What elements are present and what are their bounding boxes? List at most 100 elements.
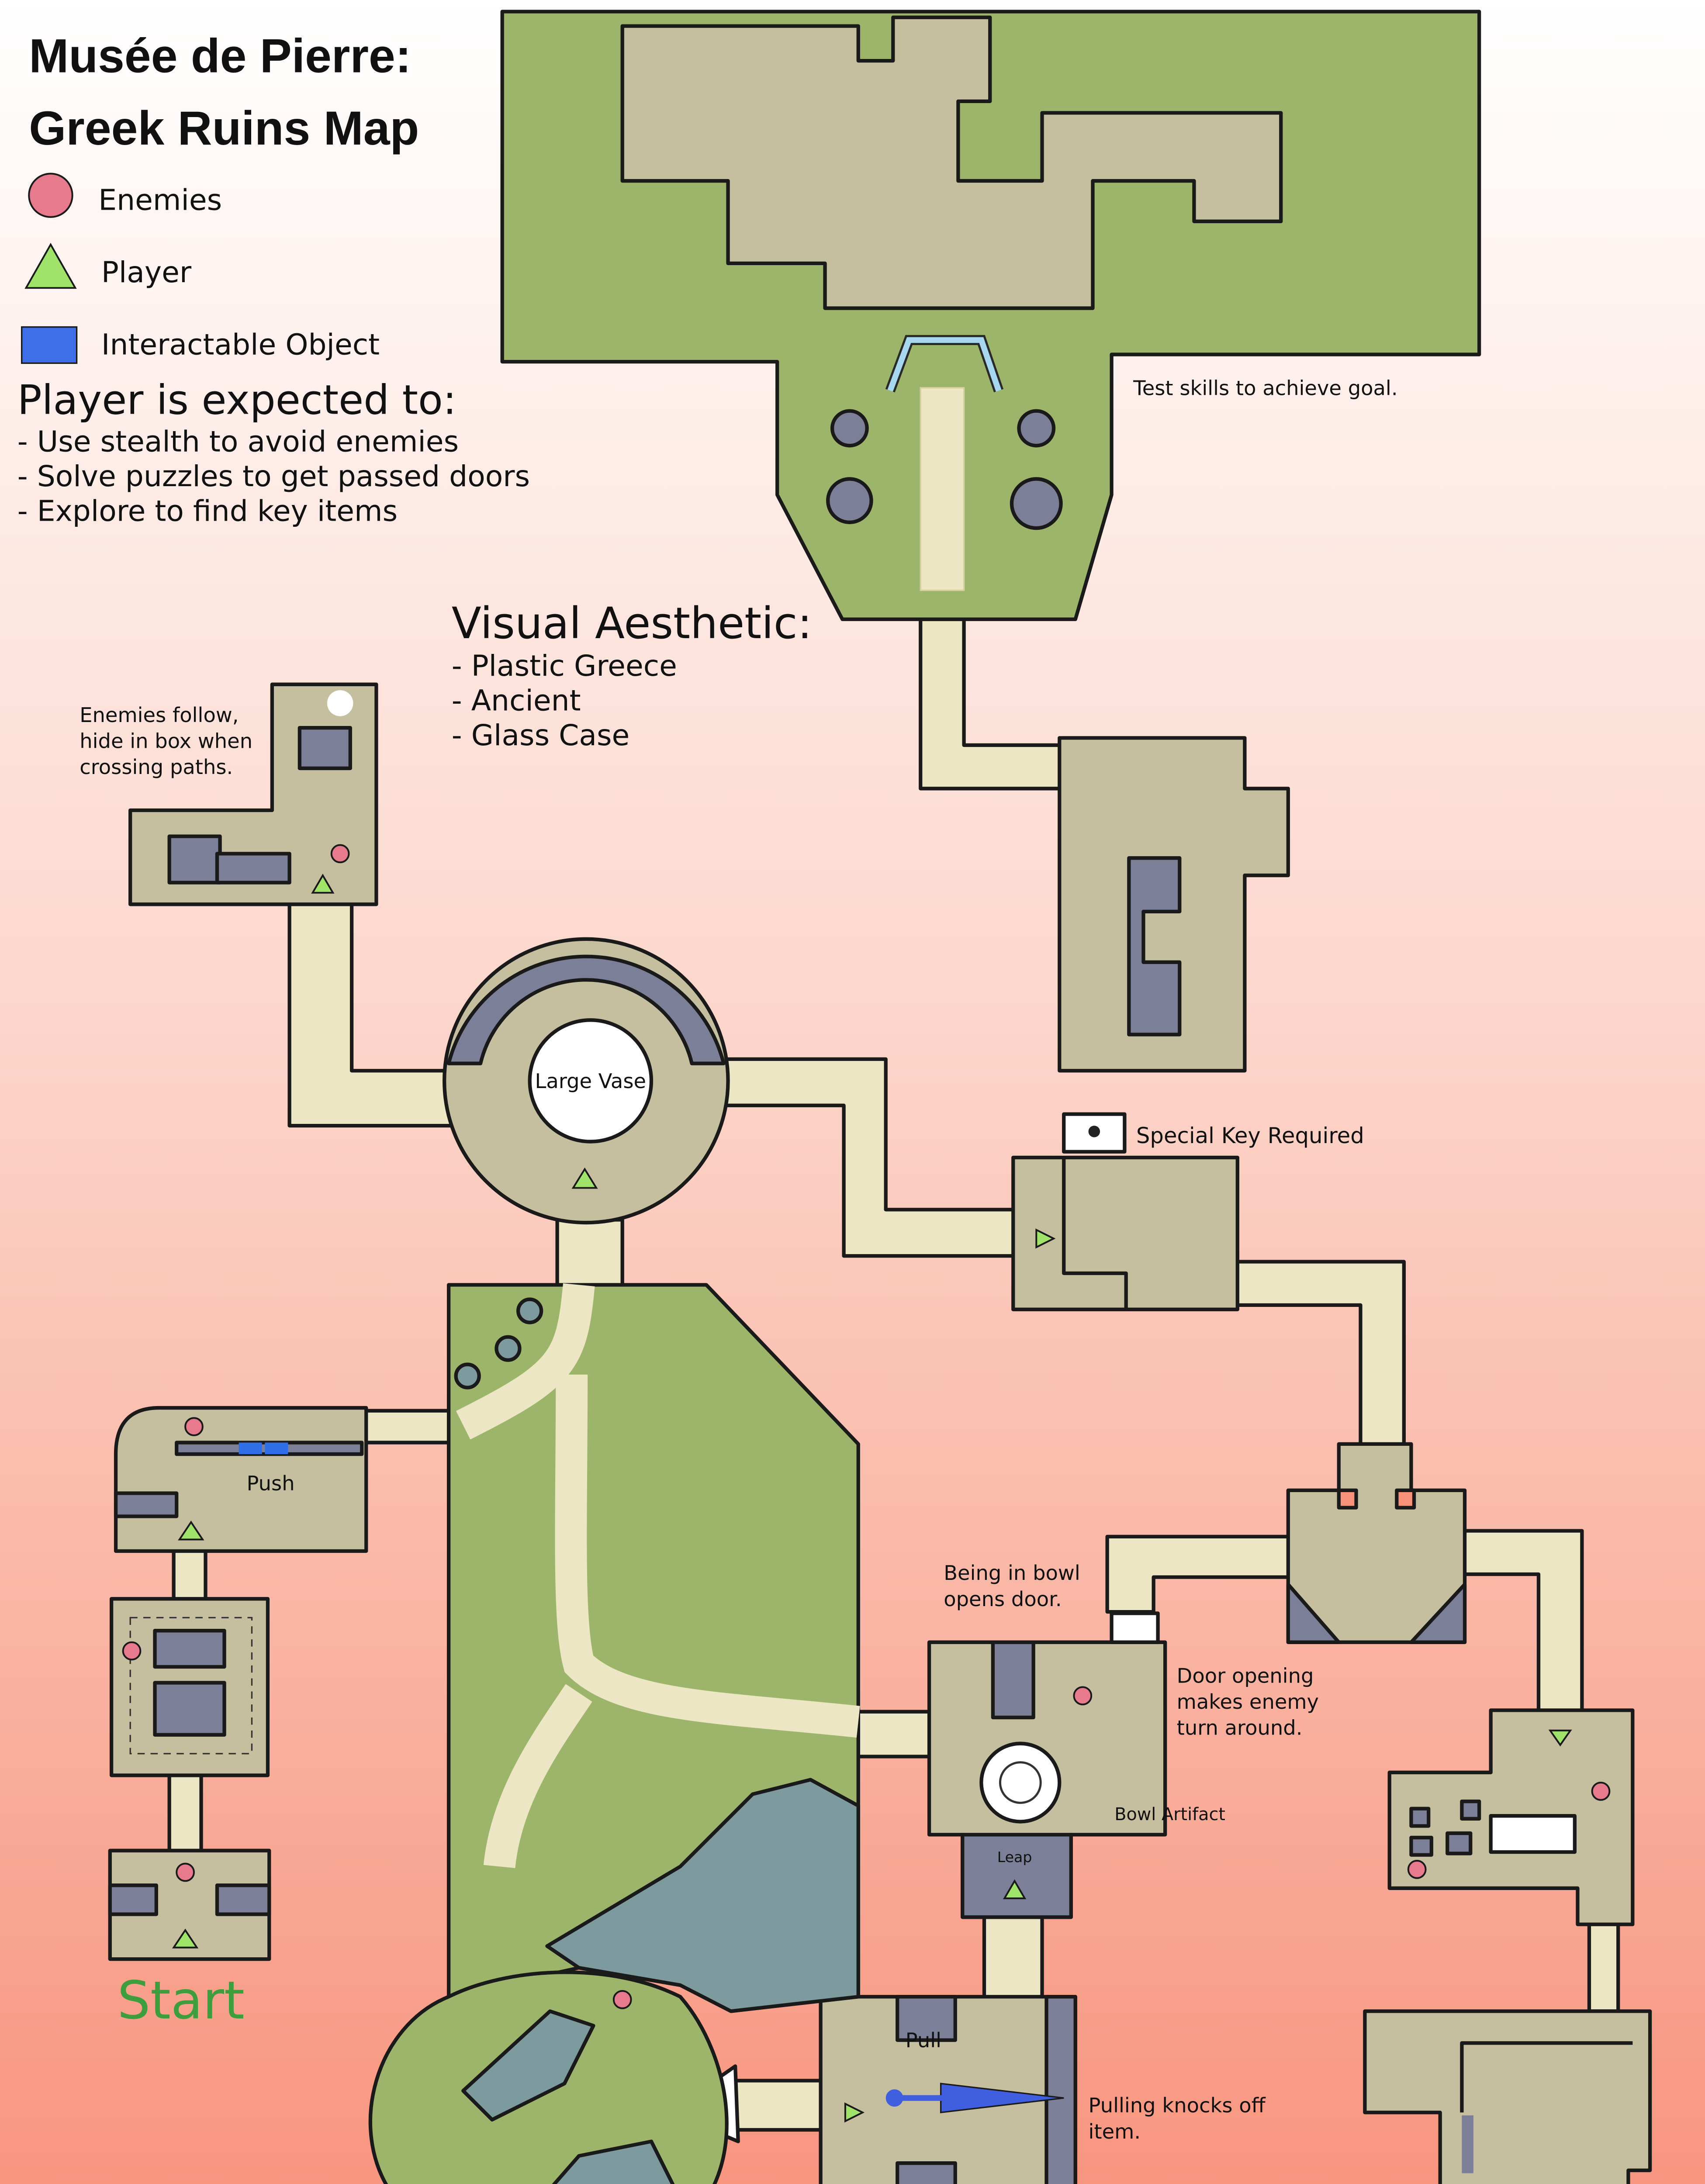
corridors-part: [856, 1710, 933, 1759]
rooms-part: [896, 2161, 957, 2184]
rooms-part: [167, 834, 222, 885]
corridors-part: [555, 1218, 624, 1290]
rooms-part: [1409, 1835, 1433, 1857]
garden: [368, 1283, 860, 2184]
garden-part: [545, 1778, 860, 2013]
rooms-part: [571, 1167, 598, 1189]
labels: Musée de Pierre: Greek Ruins Map Enemies…: [17, 30, 1398, 2143]
corridors-part: [363, 1409, 453, 1444]
rooms-part: [122, 1641, 142, 1661]
rooms-part: [108, 1883, 158, 1916]
rooms-part: [1363, 2009, 1652, 2184]
rooms-part: [1591, 1782, 1611, 1801]
rooms-part: [1489, 1814, 1577, 1854]
rooms-part: [1409, 1807, 1431, 1828]
rooms-part: [153, 1629, 226, 1669]
label: Push: [247, 1472, 295, 1495]
label: Test skills to achieve goal.: [1133, 376, 1397, 400]
garden-part: [552, 2139, 675, 2184]
goal-area-part: [887, 337, 1002, 392]
label: crossing paths.: [80, 755, 233, 779]
label: Being in bowl: [944, 1561, 1080, 1585]
goal-area-part: [1017, 409, 1056, 448]
rooms-part: [528, 1018, 654, 1144]
label: item.: [1089, 2120, 1141, 2143]
rooms-part: [1062, 1158, 1128, 1310]
corridors-part: [172, 1546, 208, 1604]
rooms-part: [979, 1742, 1062, 1824]
goal-area-part: [1010, 477, 1063, 530]
rooms-part: [215, 1883, 271, 1916]
labels-part: [24, 242, 77, 289]
rooms-part: [446, 954, 726, 1065]
rooms-part: [178, 1521, 204, 1541]
rooms-part: [1088, 1126, 1100, 1137]
rooms-part: [215, 852, 291, 885]
label: Bowl Artifact: [1114, 1804, 1225, 1825]
label: - Solve puzzles to get passed doors: [17, 460, 530, 493]
rooms-part: [1407, 1859, 1427, 1879]
corridors-part: [1587, 1919, 1620, 2013]
rooms-part: [114, 1491, 179, 1518]
rooms-part: [1127, 856, 1182, 1037]
rooms-part: [153, 1681, 226, 1737]
rooms-part: [1035, 1228, 1056, 1249]
label: Greek Ruins Map: [29, 102, 419, 155]
label: Start: [117, 1970, 244, 2031]
goal-area-part: [830, 409, 869, 448]
rooms-part: [1460, 2041, 1633, 2113]
rooms-part: [327, 690, 353, 716]
garden-part: [454, 1362, 481, 1389]
garden-part: [495, 1335, 522, 1362]
rooms-part: [885, 2089, 903, 2107]
corridors-part: [733, 2079, 824, 2132]
rooms-part: [129, 1617, 253, 1755]
labels-part: [28, 173, 73, 218]
label: Musée de Pierre:: [29, 30, 411, 83]
label: Special Key Required: [1136, 1123, 1364, 1148]
label: - Plastic Greece: [452, 649, 677, 683]
rooms: [108, 682, 1652, 2184]
label: - Glass Case: [452, 719, 630, 752]
rooms-part: [1110, 1611, 1160, 1644]
rooms-part: [1073, 1686, 1093, 1706]
garden-part: [612, 1990, 632, 2009]
rooms-part: [991, 1640, 1035, 1720]
label: Door opening: [1177, 1664, 1314, 1687]
rooms-part: [1462, 2115, 1473, 2174]
corridors-part: [167, 1770, 203, 1856]
label: Leap: [997, 1849, 1032, 1866]
label: opens door.: [944, 1587, 1062, 1611]
label: Pulling knocks off: [1089, 2094, 1266, 2117]
label: Large Vase: [535, 1069, 646, 1093]
label: Player: [101, 256, 192, 289]
corridors-part: [982, 1912, 1044, 2000]
label: Visual Aesthetic:: [452, 598, 812, 649]
rooms-part: [844, 2102, 865, 2123]
rooms-part: [297, 726, 352, 771]
label: Enemies: [98, 183, 222, 217]
label: - Ancient: [452, 684, 581, 717]
goal-area-part: [826, 477, 873, 524]
rooms-part: [1409, 1583, 1467, 1644]
label: - Explore to find key items: [17, 494, 398, 528]
label: Pull: [906, 2028, 941, 2052]
rooms-part: [1548, 1729, 1572, 1747]
rooms-part: [311, 874, 335, 894]
rooms-part: [330, 844, 350, 864]
goal-area-part: [620, 15, 1283, 310]
rooms-part: [1460, 1799, 1481, 1821]
garden-part: [456, 1283, 860, 1869]
goal-area-part-part: [620, 15, 1283, 310]
rooms-part: [896, 1995, 957, 2042]
rooms-part: [1286, 1583, 1341, 1644]
rooms-part: [1446, 1831, 1473, 1856]
rooms-part: [999, 1761, 1042, 1804]
rooms-part: [184, 1417, 204, 1436]
rooms-part: [176, 1863, 195, 1882]
rooms-part: [114, 1406, 368, 1553]
goal-area: [500, 10, 1481, 621]
rooms-part: [1337, 1488, 1358, 1510]
